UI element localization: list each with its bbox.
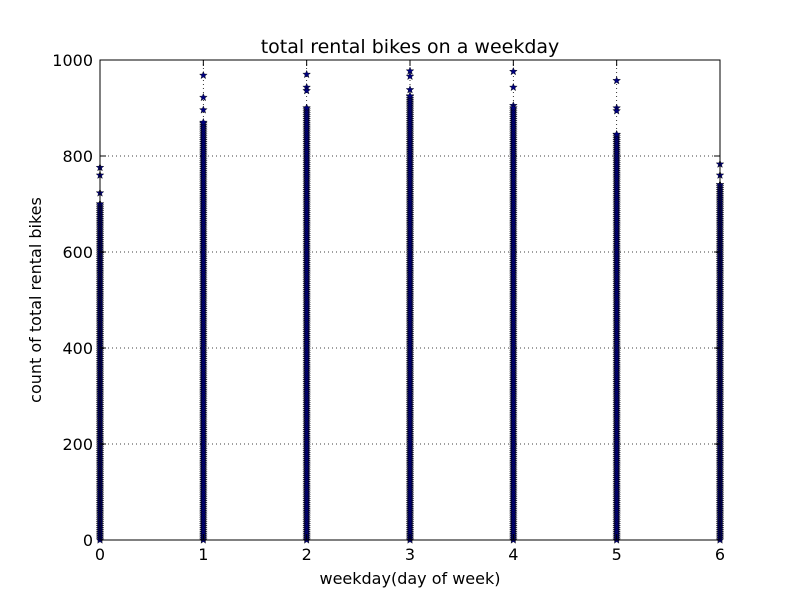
x-tick-label: 5	[612, 545, 622, 564]
data-point	[508, 66, 518, 76]
x-tick-label: 2	[302, 545, 312, 564]
data-point	[198, 105, 208, 114]
y-tick-label: 0	[83, 531, 93, 550]
y-tick-label: 400	[62, 339, 93, 358]
axis-ticks: 0 200 400 600 800 1000 0 1 2 3 4 5 6	[52, 51, 725, 564]
x-tick-label: 4	[508, 545, 518, 564]
data-point	[198, 70, 208, 80]
data-point	[302, 103, 312, 112]
x-tick-label: 6	[715, 545, 725, 564]
y-axis-label: count of total rental bikes	[26, 197, 45, 403]
y-tick-label: 600	[62, 243, 93, 262]
data-point	[405, 91, 415, 100]
data-point	[508, 82, 518, 92]
data-point	[612, 129, 622, 139]
x-tick-label: 1	[198, 545, 208, 564]
y-tick-label: 800	[62, 147, 93, 166]
data-point	[198, 92, 208, 102]
data-point	[302, 86, 312, 95]
y-tick-label: 200	[62, 435, 93, 454]
data-point	[405, 71, 415, 81]
chart-title: total rental bikes on a weekday	[261, 36, 560, 58]
x-axis-label: weekday(day of week)	[319, 569, 500, 588]
data-point	[302, 69, 312, 79]
x-tick-label: 3	[405, 545, 415, 564]
data-point	[612, 76, 622, 85]
data-point	[508, 103, 518, 112]
x-tick-label: 0	[95, 545, 105, 564]
data-point	[612, 106, 622, 115]
y-tick-label: 1000	[52, 51, 93, 70]
data-point	[198, 117, 208, 127]
